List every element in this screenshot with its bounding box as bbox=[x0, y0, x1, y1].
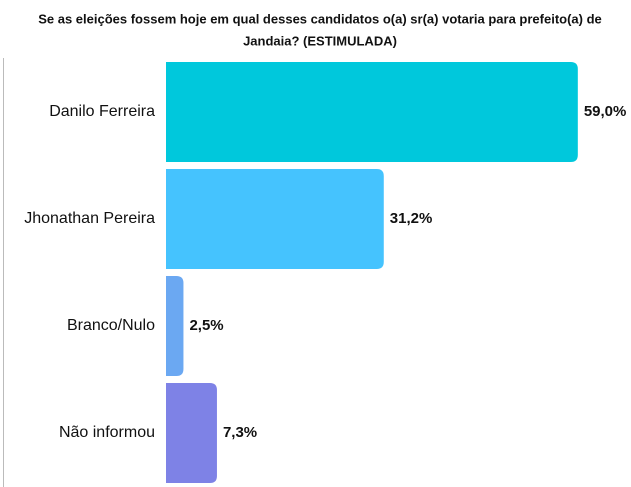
category-label: Jhonathan Pereira bbox=[24, 210, 155, 227]
value-label: 59,0% bbox=[584, 103, 627, 120]
bar bbox=[166, 383, 217, 483]
category-label: Não informou bbox=[59, 424, 155, 441]
chart-title: Se as eleições fossem hoje em qual desse… bbox=[38, 11, 602, 26]
bar bbox=[166, 169, 384, 269]
value-label: 7,3% bbox=[223, 424, 257, 441]
category-label: Danilo Ferreira bbox=[49, 103, 155, 120]
category-label: Branco/Nulo bbox=[67, 317, 155, 334]
chart-title: Jandaia? (ESTIMULADA) bbox=[243, 33, 397, 48]
bar bbox=[166, 276, 184, 376]
value-label: 31,2% bbox=[390, 210, 433, 227]
value-label: 2,5% bbox=[189, 317, 223, 334]
bar bbox=[166, 62, 578, 162]
